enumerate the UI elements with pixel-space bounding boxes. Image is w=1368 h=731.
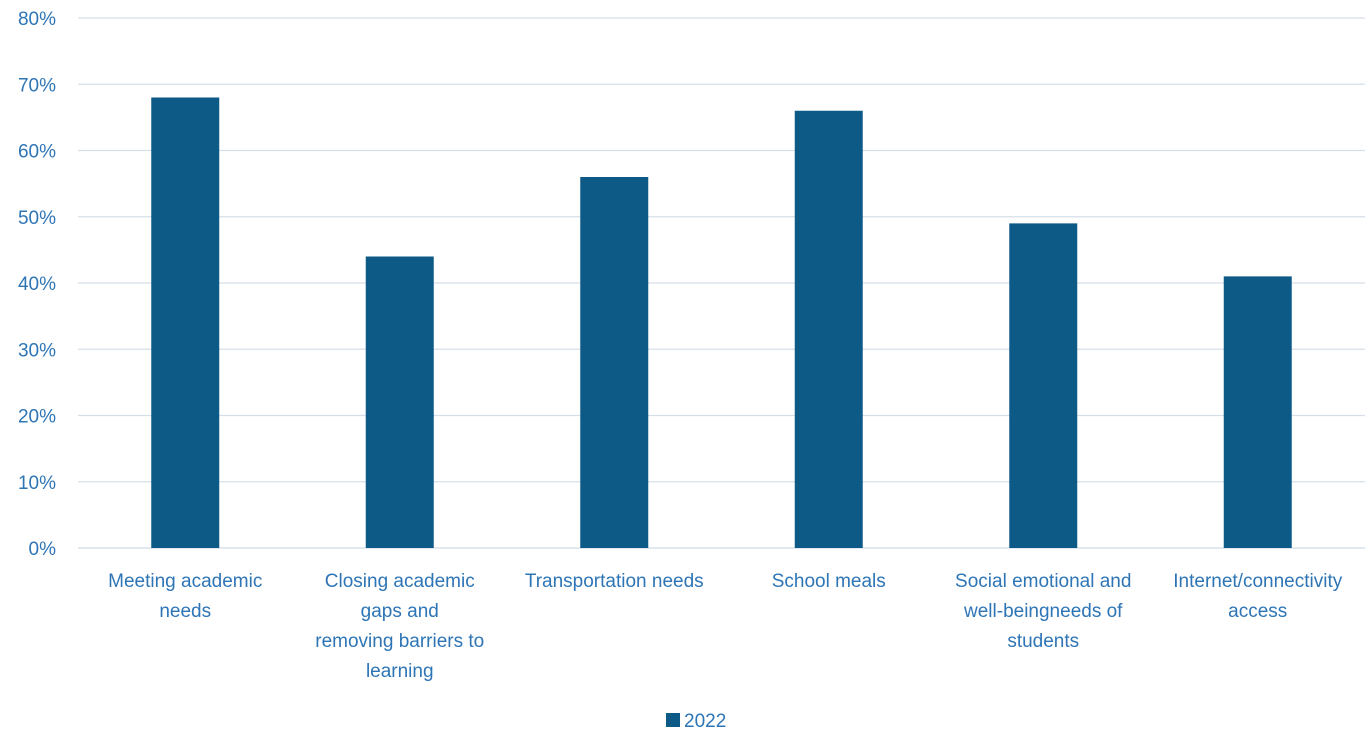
x-category-label: Meeting academic needs bbox=[108, 571, 262, 622]
bars bbox=[151, 97, 1292, 548]
bar bbox=[794, 110, 863, 548]
bar bbox=[365, 256, 434, 548]
x-category-label: Closing academic gaps and removing barrier… bbox=[315, 571, 484, 682]
bar bbox=[1223, 276, 1292, 548]
x-category-label: Internet/connectivity access bbox=[1173, 571, 1342, 622]
y-tick-label: 80% bbox=[18, 9, 56, 30]
gridlines bbox=[78, 17, 1365, 549]
y-tick-label: 10% bbox=[18, 473, 56, 494]
bar bbox=[151, 97, 220, 548]
x-axis-category-labels: Meeting academic needs Closing academic gap… bbox=[108, 571, 1343, 682]
bar bbox=[1009, 223, 1078, 548]
y-tick-label: 60% bbox=[18, 142, 56, 163]
y-tick-label: 70% bbox=[18, 75, 56, 96]
bar bbox=[580, 177, 649, 548]
x-category-label: Transportation needs bbox=[525, 571, 704, 592]
x-category-label: Social emotional and well-beingneeds of st… bbox=[955, 571, 1131, 652]
y-axis-tick-labels: 0% 10% 20% 30% 40% 50% 60% 70% 80% bbox=[18, 9, 56, 560]
legend-label: 2022 bbox=[684, 711, 726, 731]
y-tick-label: 50% bbox=[18, 208, 56, 229]
y-tick-label: 40% bbox=[18, 274, 56, 295]
y-tick-label: 0% bbox=[29, 539, 57, 560]
y-tick-label: 20% bbox=[18, 407, 56, 428]
legend: 2022 bbox=[666, 711, 726, 731]
x-category-label: School meals bbox=[772, 571, 886, 592]
legend-swatch bbox=[666, 713, 680, 727]
y-tick-label: 30% bbox=[18, 340, 56, 361]
